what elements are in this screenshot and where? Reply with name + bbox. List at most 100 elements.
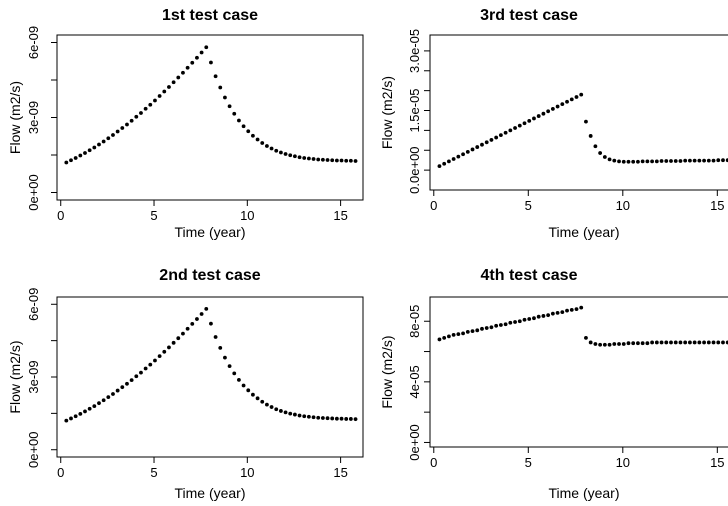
data-point — [246, 129, 251, 134]
data-point — [87, 148, 92, 153]
data-point — [711, 158, 716, 163]
y-tick-label: 4e-05 — [407, 365, 422, 398]
data-point — [260, 399, 265, 404]
plot-frame — [56, 34, 364, 201]
data-point — [325, 416, 330, 421]
data-point — [311, 415, 316, 420]
data-point — [348, 417, 353, 421]
x-tick-label: 10 — [616, 455, 630, 470]
data-point — [129, 118, 134, 123]
data-point — [237, 118, 241, 123]
data-point — [227, 364, 232, 368]
data-point — [522, 317, 527, 322]
data-point — [223, 95, 227, 100]
data-point — [260, 141, 265, 145]
x-tick-label: 15 — [710, 198, 724, 213]
data-point — [683, 158, 688, 163]
data-point — [171, 340, 176, 345]
data-point — [532, 116, 536, 121]
data-point — [306, 156, 311, 161]
y-axis-label: Flow (m2/s) — [379, 76, 395, 149]
data-point — [612, 158, 617, 163]
data-point — [115, 129, 120, 134]
data-point — [195, 55, 199, 60]
data-point — [527, 118, 532, 123]
y-tick-label: 6e-09 — [26, 288, 41, 321]
data-point — [129, 378, 134, 383]
data-point — [508, 320, 513, 325]
data-point — [654, 340, 659, 345]
x-axis-label: Time (year) — [174, 485, 245, 501]
data-point — [442, 336, 447, 340]
data-point — [302, 414, 307, 419]
data-point — [626, 159, 631, 164]
data-point — [297, 413, 302, 418]
data-point — [106, 136, 111, 141]
data-point — [437, 337, 442, 342]
data-point — [650, 340, 655, 345]
data-point — [447, 334, 451, 339]
data-point — [125, 122, 129, 127]
data-point — [241, 383, 246, 388]
data-point — [489, 138, 494, 142]
data-point — [73, 414, 78, 419]
data-point — [288, 153, 293, 158]
data-point — [288, 411, 293, 416]
x-tick-label: 10 — [616, 198, 630, 213]
data-point — [716, 158, 721, 163]
data-point — [617, 342, 621, 346]
data-point — [181, 331, 185, 336]
data-point — [541, 111, 546, 116]
data-point — [725, 340, 728, 345]
data-point — [527, 317, 532, 321]
data-point — [470, 329, 475, 333]
data-point — [292, 154, 297, 159]
x-axis-label: Time (year) — [548, 485, 619, 501]
data-point — [593, 144, 598, 149]
data-point — [143, 366, 148, 371]
data-point — [92, 145, 97, 150]
data-point — [199, 312, 204, 316]
data-point — [227, 104, 232, 109]
data-point — [190, 322, 195, 326]
y-axis-label: Flow (m2/s) — [7, 340, 23, 413]
data-point — [148, 362, 153, 367]
data-point — [565, 99, 569, 104]
data-point — [101, 398, 106, 403]
y-tick-label: 0.0e+00 — [407, 146, 422, 193]
data-point — [669, 340, 673, 345]
plot-title: 1st test case — [162, 7, 258, 24]
data-point — [316, 415, 321, 420]
data-point — [204, 306, 209, 311]
data-point — [650, 159, 655, 164]
data-point — [465, 329, 470, 334]
y-axis-label: Flow (m2/s) — [379, 335, 395, 408]
x-tick-label: 0 — [57, 465, 64, 480]
data-point — [195, 317, 199, 321]
data-point — [78, 411, 83, 416]
x-tick-label: 5 — [525, 198, 532, 213]
data-point — [348, 158, 353, 163]
data-point — [153, 358, 157, 363]
data-point — [461, 331, 465, 336]
panel-4: 4th test case Time (year) Flow (m2/s) 0 5 10 1… — [379, 267, 728, 501]
data-point — [664, 159, 669, 163]
data-point — [176, 75, 181, 80]
data-point — [185, 326, 190, 331]
data-point — [494, 323, 499, 328]
plot-title: 3rd test case — [480, 7, 578, 24]
data-point — [120, 385, 125, 390]
data-point — [555, 104, 560, 109]
data-point — [283, 410, 288, 415]
data-point — [251, 392, 255, 397]
data-point — [579, 305, 584, 310]
data-point — [621, 159, 626, 164]
data-point — [209, 60, 213, 65]
data-point — [697, 158, 702, 163]
data-point — [465, 149, 470, 154]
data-point — [555, 311, 560, 315]
data-point — [139, 370, 143, 375]
data-point — [143, 106, 148, 111]
data-point — [218, 85, 223, 90]
x-tick-label: 0 — [430, 198, 437, 213]
